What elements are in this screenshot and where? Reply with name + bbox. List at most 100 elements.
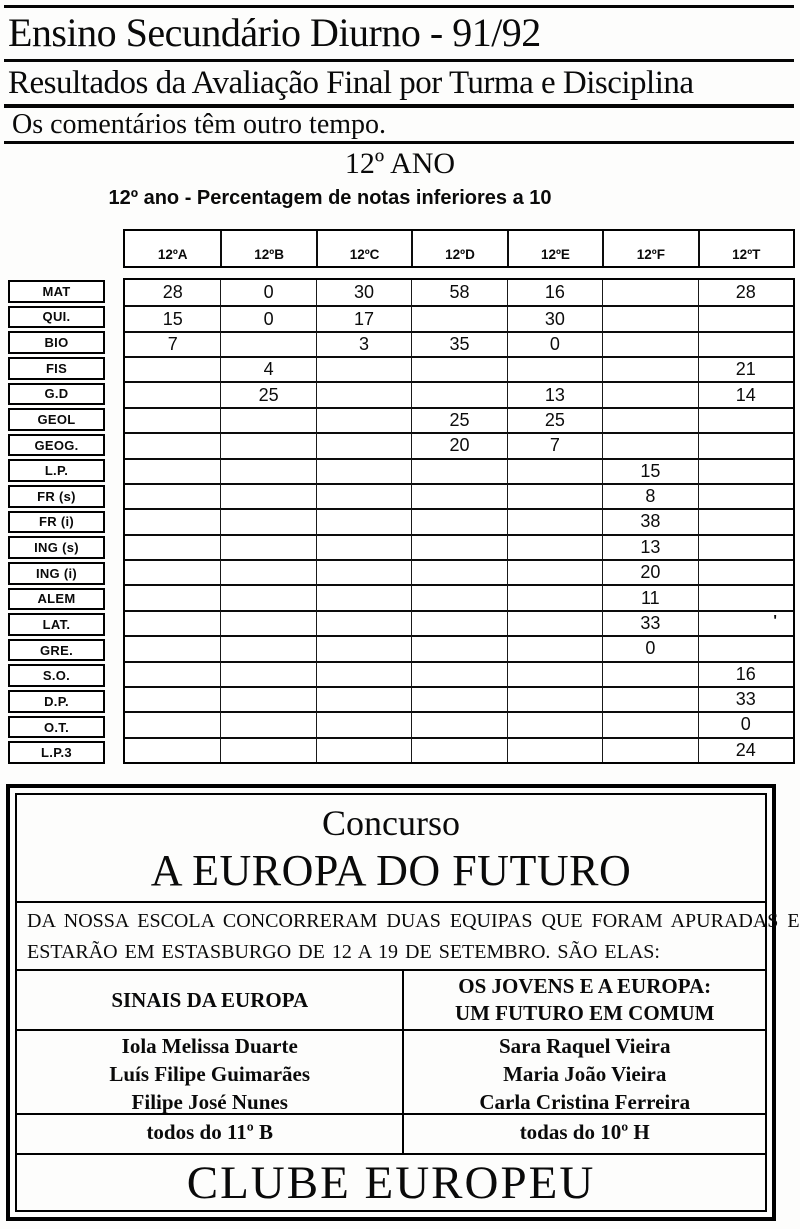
top-divider: [4, 5, 794, 8]
row-label: L.P.: [8, 459, 105, 483]
grade-cell: [315, 660, 412, 686]
grade-cell: [315, 432, 412, 458]
grade-cell: [125, 736, 221, 762]
grade-cell: 13: [506, 381, 603, 407]
teams-table: SINAIS DA EUROPA Iola Melissa Duarte Luí…: [17, 969, 765, 1153]
row-label: ALEM: [8, 587, 105, 611]
grade-cell: 30: [506, 305, 603, 331]
row-label: MAT: [8, 280, 105, 303]
team-footer: todas do 10º H: [404, 1113, 765, 1149]
team-member: Iola Melissa Duarte: [121, 1034, 298, 1058]
grade-cell: [697, 482, 793, 509]
grade-cell: [315, 482, 412, 509]
grade-cell: [220, 660, 316, 686]
grade-cell: 0: [602, 635, 698, 661]
grade-cell: 28: [162, 282, 183, 303]
grade-cell: [411, 736, 507, 762]
grade-cell: [602, 356, 698, 382]
grade-cell: [506, 736, 603, 762]
grade-cell: 25: [411, 406, 507, 433]
team-members: Iola Melissa Duarte Luís Filipe Guimarãe…: [17, 1029, 403, 1114]
grade-cell: [602, 736, 698, 762]
divider: [4, 59, 794, 62]
row-label: FR (i): [8, 510, 105, 534]
grade-cell: 16: [506, 280, 602, 306]
grade-cell: 11: [602, 584, 698, 610]
grade-cell: 33: [697, 685, 793, 712]
row-label: ING (i): [8, 561, 105, 585]
grade-cell: 58: [411, 280, 506, 306]
grade-cell: [125, 381, 221, 406]
grade-cell: [315, 559, 412, 585]
grade-cell: [125, 457, 221, 483]
grade-cell: [506, 711, 603, 737]
comment-line: Os comentários têm outro tempo.: [12, 109, 387, 140]
grade-cell: ': [697, 609, 793, 636]
team-name: OS JOVENS E A EUROPA: UM FUTURO EM COMUM: [404, 971, 765, 1029]
row-label: GEOG.: [8, 433, 105, 457]
team-member: Filipe José Nunes: [131, 1090, 288, 1114]
grade-cell: [411, 305, 507, 331]
section-heading: 12º ANO: [344, 147, 456, 180]
team-name-line: SINAIS DA EUROPA: [111, 987, 309, 1012]
grade-cell: [411, 381, 507, 407]
grade-cell: [125, 609, 221, 635]
grade-cell: [697, 635, 793, 661]
team-column-sinais-da-europa: SINAIS DA EUROPA Iola Melissa Duarte Luí…: [17, 971, 405, 1153]
team-members: Sara Raquel Vieira Maria João Vieira Car…: [404, 1029, 765, 1114]
grade-cell: [411, 660, 507, 686]
contest-intro: DA NOSSA ESCOLA CONCORRERAM DUAS EQUIPAS…: [17, 901, 800, 969]
grade-cell: [220, 508, 316, 534]
grade-cell: [220, 533, 316, 560]
grade-cell: [697, 305, 793, 331]
grade-cell: [506, 685, 603, 712]
grade-cell: [602, 660, 698, 686]
grade-cell: 8: [602, 482, 698, 509]
grade-cell: [697, 432, 793, 458]
grade-cell: [220, 406, 316, 433]
page-subtitle: Resultados da Avaliação Final por Turma …: [8, 65, 694, 101]
column-header: 12ºC: [315, 231, 411, 266]
grade-cell: [125, 432, 221, 457]
grade-cell: 16: [697, 660, 793, 686]
grade-cell: 25: [220, 381, 316, 407]
grade-cell: [125, 508, 221, 533]
grade-cell: 13: [602, 533, 698, 560]
grade-cell: [506, 457, 603, 483]
contest-box: Concurso A EUROPA DO FUTURO DA NOSSA ESC…: [6, 784, 800, 1221]
grade-cell: 7: [125, 330, 221, 356]
grade-cell: 0: [220, 305, 316, 331]
grade-cell: [315, 533, 412, 560]
team-name-line: OS JOVENS E A EUROPA:: [458, 974, 712, 998]
grade-cell: [411, 609, 507, 636]
grade-cell: 28: [697, 280, 793, 306]
grade-cell: 15: [602, 457, 698, 483]
column-header: 12ºB: [220, 231, 315, 266]
grade-cell: [315, 736, 412, 762]
grade-cell: [220, 711, 316, 737]
team-member: Carla Cristina Ferreira: [479, 1090, 691, 1114]
grade-cell: [697, 457, 793, 483]
grade-cell: [602, 685, 698, 712]
grade-cell: [697, 330, 793, 357]
grade-cell: [125, 685, 221, 711]
grade-cell: [220, 330, 316, 357]
grade-cell: [220, 559, 316, 585]
grade-cell: [125, 559, 221, 584]
grade-cell: [315, 406, 412, 433]
grade-cell: [697, 584, 793, 610]
grade-cell: 24: [697, 736, 793, 762]
grade-cell: [125, 533, 221, 559]
grade-cell: [411, 482, 507, 509]
row-label: GEOL: [8, 408, 105, 431]
row-label: D.P.: [8, 690, 105, 713]
grade-cell: [220, 635, 316, 661]
grade-cell: [315, 584, 412, 610]
column-header: 12ºF: [602, 231, 697, 266]
grade-cell: [602, 305, 698, 331]
divider: [4, 141, 794, 144]
grade-cell: 21: [697, 356, 793, 382]
grade-cell: [411, 584, 507, 610]
grade-cell: [220, 482, 316, 509]
